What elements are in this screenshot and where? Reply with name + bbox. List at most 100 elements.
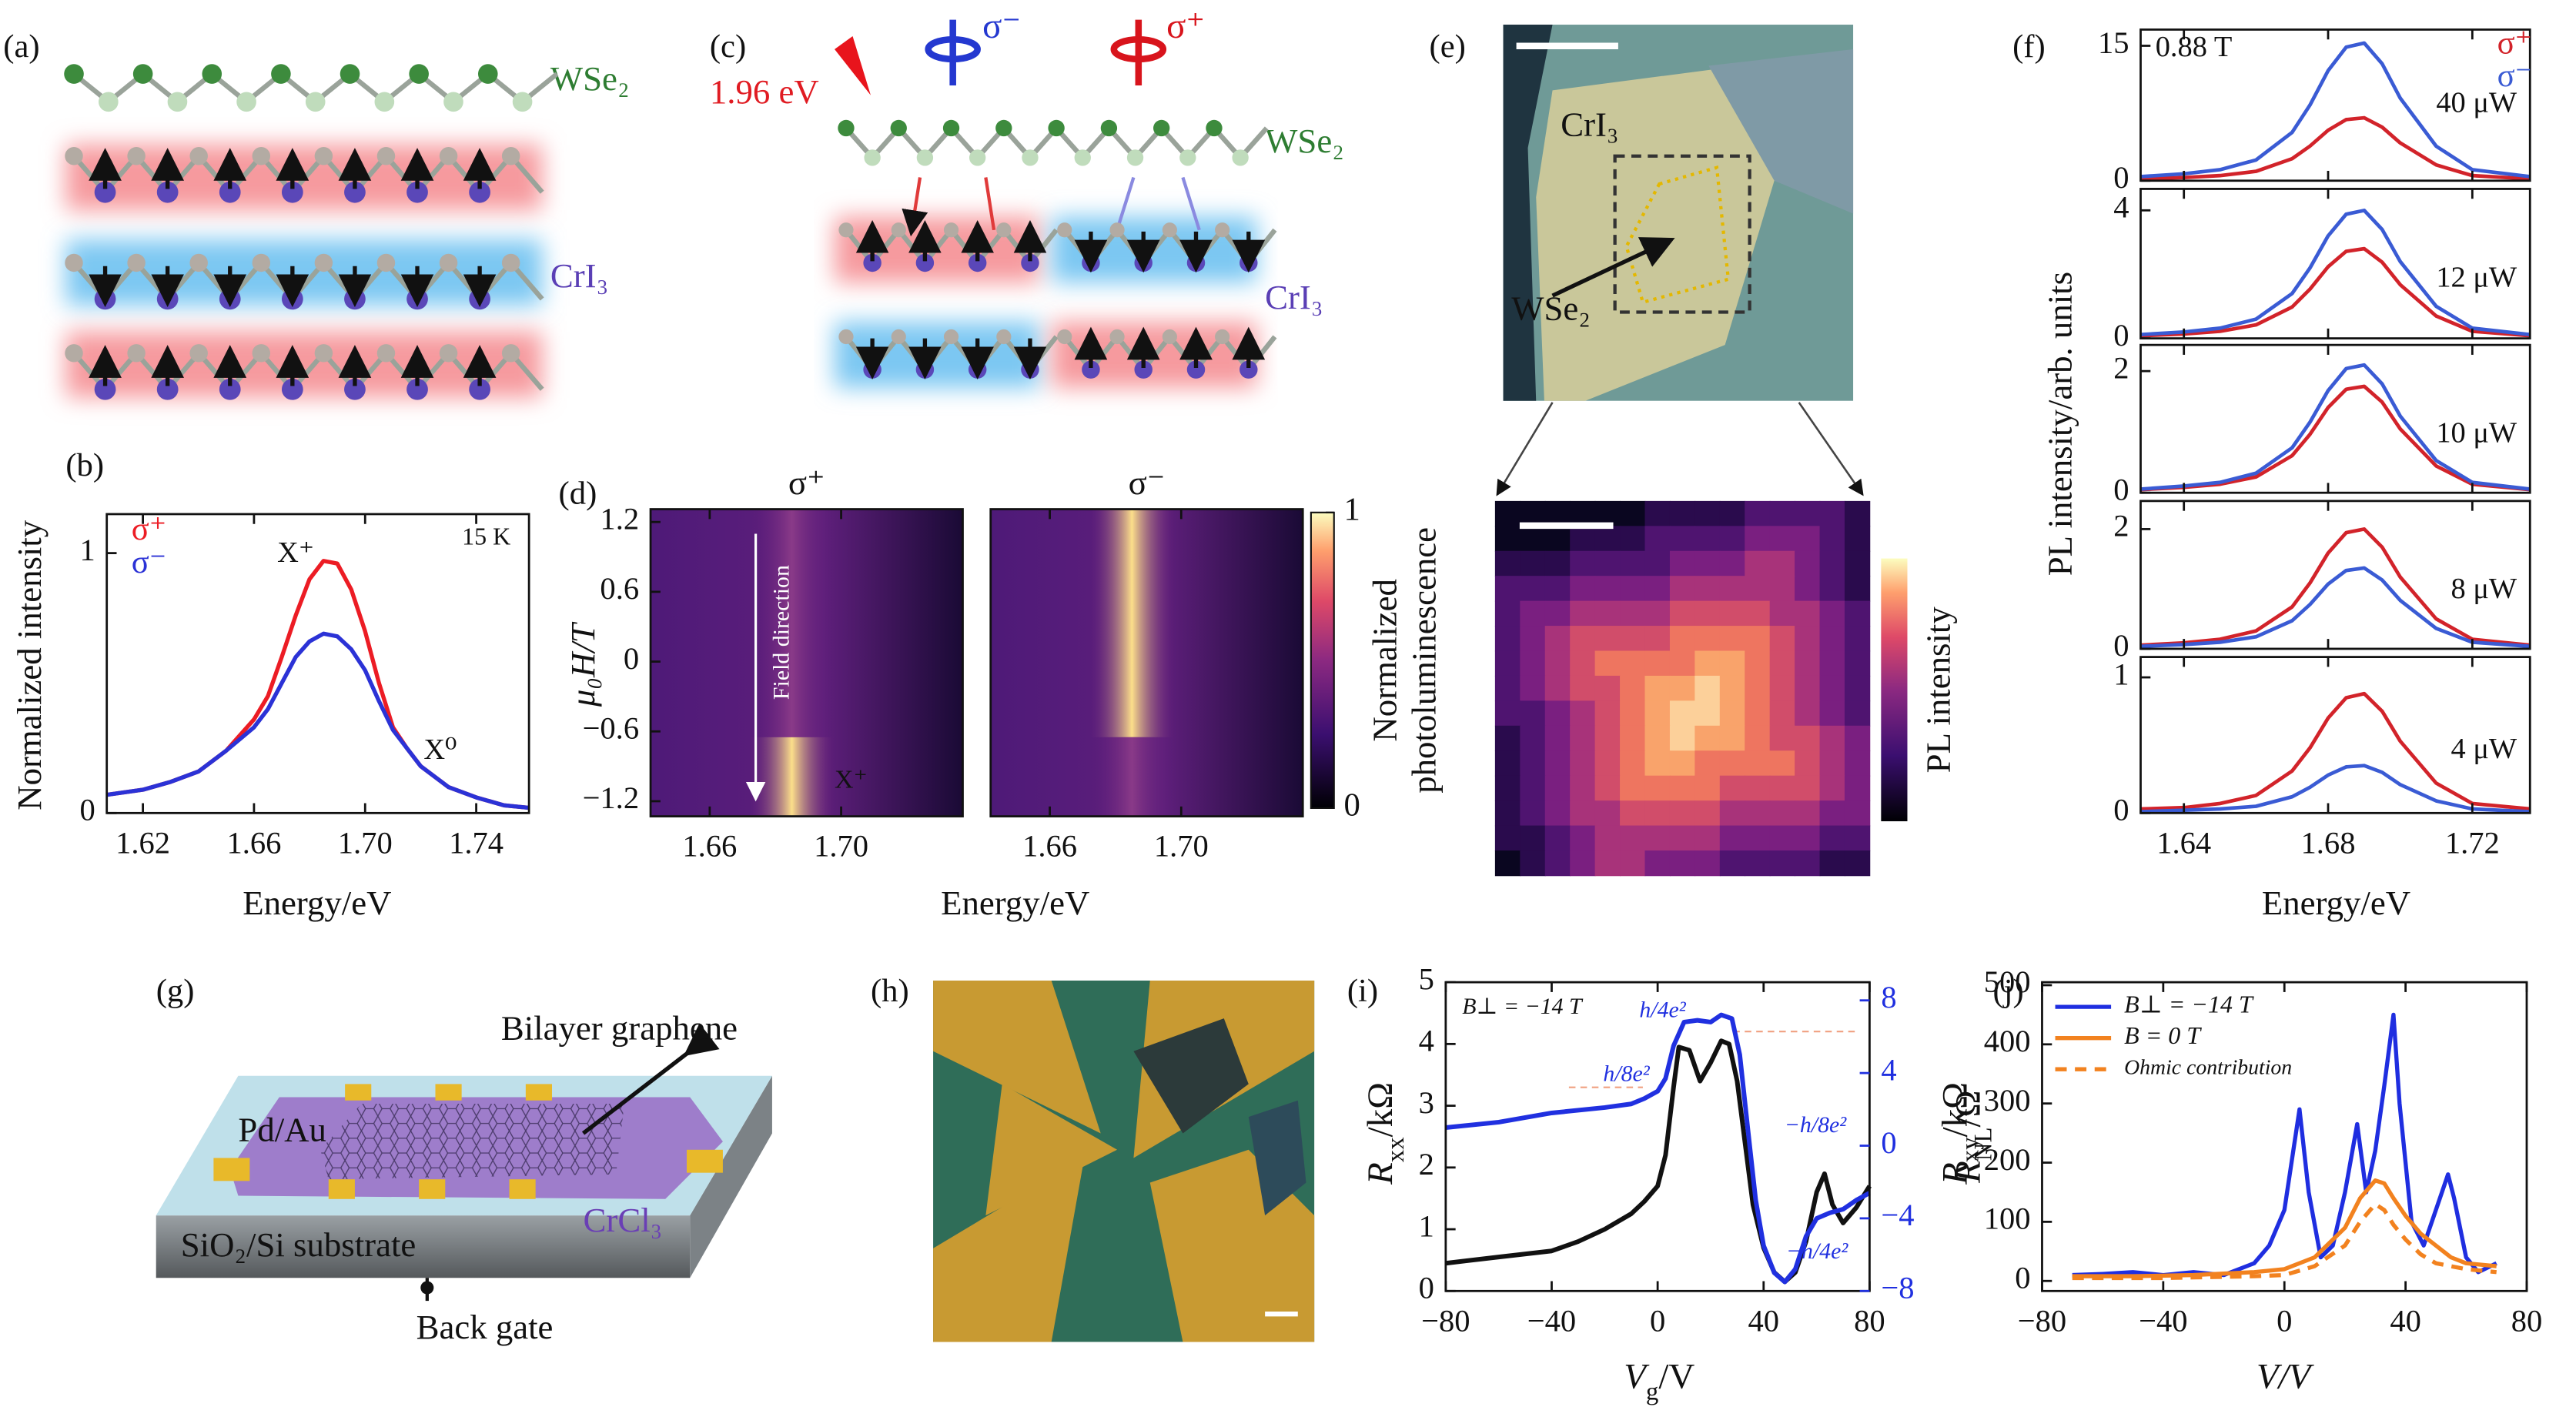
x-tick-label: 1.70 [1154,829,1209,864]
atom [969,149,986,166]
pl-pixel [1819,725,1845,752]
pl-pixel [1769,650,1795,677]
atom [94,181,116,203]
pl-pixel [1745,775,1771,801]
atom [890,119,907,137]
annotation: B⊥ = −14 T [1462,994,1584,1019]
label-part: /Ω [1948,1090,1988,1127]
pl-pixel [1795,526,1821,552]
y-tick-label: 1 [80,533,95,567]
atom [891,329,906,345]
pl-pixel [1769,600,1795,627]
atom [252,147,271,165]
atom [1186,360,1206,379]
subplot-label: 40 μW [2436,86,2517,119]
atom [439,253,458,272]
pl-pixel [1819,550,1845,577]
sigma-plus: σ⁺ [1166,6,1205,46]
pl-pixel [1769,775,1795,801]
data-line [2140,527,2531,647]
pl-pixel [1669,576,1696,602]
x-tick-label: 1.72 [2445,825,2500,860]
atom [1048,119,1065,137]
y-tick-label: 5 [1419,961,1434,996]
zoom-box [1613,154,1751,314]
atom [1109,222,1125,238]
atom [968,253,987,272]
y-tick-label: 1 [1419,1208,1434,1243]
pl-pixel [1494,576,1521,602]
y-axis-label: μ₀H/T [564,621,602,707]
wse2-outline [1624,165,1731,305]
legend-label: Ohmic contribution [2124,1056,2292,1080]
atom [376,253,396,272]
pl-pixel [1769,576,1795,602]
x-axis-label: Energy/eV [243,884,391,922]
atom [127,253,146,272]
pl-pixel [1719,650,1746,677]
atom [1162,222,1177,238]
x-axis-label: Energy/eV [941,884,1089,922]
y-axis-label: Rxx/kΩ [1360,1082,1410,1185]
plot-frame [2139,188,2531,340]
data-line [2140,363,2531,491]
pl-pixel [1494,600,1521,627]
pl-pixel [1620,650,1646,677]
pl-pixel [1694,725,1721,752]
plot-frame [2139,343,2531,494]
plot-frame [2139,28,2531,182]
x-tick-label: 1.70 [814,829,868,864]
panel-title: σ⁻ [1129,463,1166,502]
pl-pixel [1745,500,1771,527]
atom [1162,329,1177,345]
pl-pixel [1544,650,1571,677]
atom [1153,119,1170,137]
pl-pixel [1620,700,1646,727]
pl-pixel [1570,576,1596,602]
y-tick-label: 0 [2015,1261,2030,1295]
atom [469,181,490,203]
atom [65,147,83,165]
pl-pixel [1570,775,1596,801]
annotation: Field direction [769,565,795,700]
data-line [2140,41,2531,179]
pl-pixel [1594,550,1621,577]
atom [305,92,326,112]
cri3-label: CrI₃ [550,256,608,295]
pl-pixel [1594,626,1621,652]
x-tick-label: 40 [1748,1303,1780,1338]
flake-cri3 [1536,65,1775,401]
pl-pixel [1544,675,1571,702]
pl-pixel [1544,850,1571,877]
colorbar-tick-label: 1 [1344,492,1360,528]
x-tick-label: −40 [2139,1303,2187,1338]
substrate-label: SiO₂/Si substrate [181,1225,417,1264]
pl-pixel [1819,600,1845,627]
electrode [933,1158,1085,1342]
annotation: 15 K [462,522,510,550]
pl-pixel [1644,526,1671,552]
x-tick-label: 0 [2277,1303,2292,1338]
atom [439,147,458,165]
crcl3-label: CrCl₃ [584,1201,663,1239]
pl-pixel [1669,850,1696,877]
pl-pixel [1694,700,1721,727]
pl-pixel [1544,800,1571,827]
pl-pixel [1494,675,1521,702]
atom [1232,149,1249,166]
pl-pixel [1644,576,1671,602]
pl-pixel [1844,700,1871,727]
cri3-label: CrI₃ [1561,105,1618,144]
pl-pixel [1494,725,1521,752]
heatmap-band [1089,509,1175,737]
pl-pixel [1769,526,1795,552]
pl-pixel [1669,700,1696,727]
pl-pixel [1594,650,1621,677]
pl-pixel [1620,750,1646,777]
label-part: /kΩ [1360,1082,1400,1137]
pl-pixel [1594,526,1621,552]
data-line [2140,691,2531,811]
pl-pixel [1745,600,1771,627]
pl-pixel [1494,700,1521,727]
contact [328,1179,355,1199]
